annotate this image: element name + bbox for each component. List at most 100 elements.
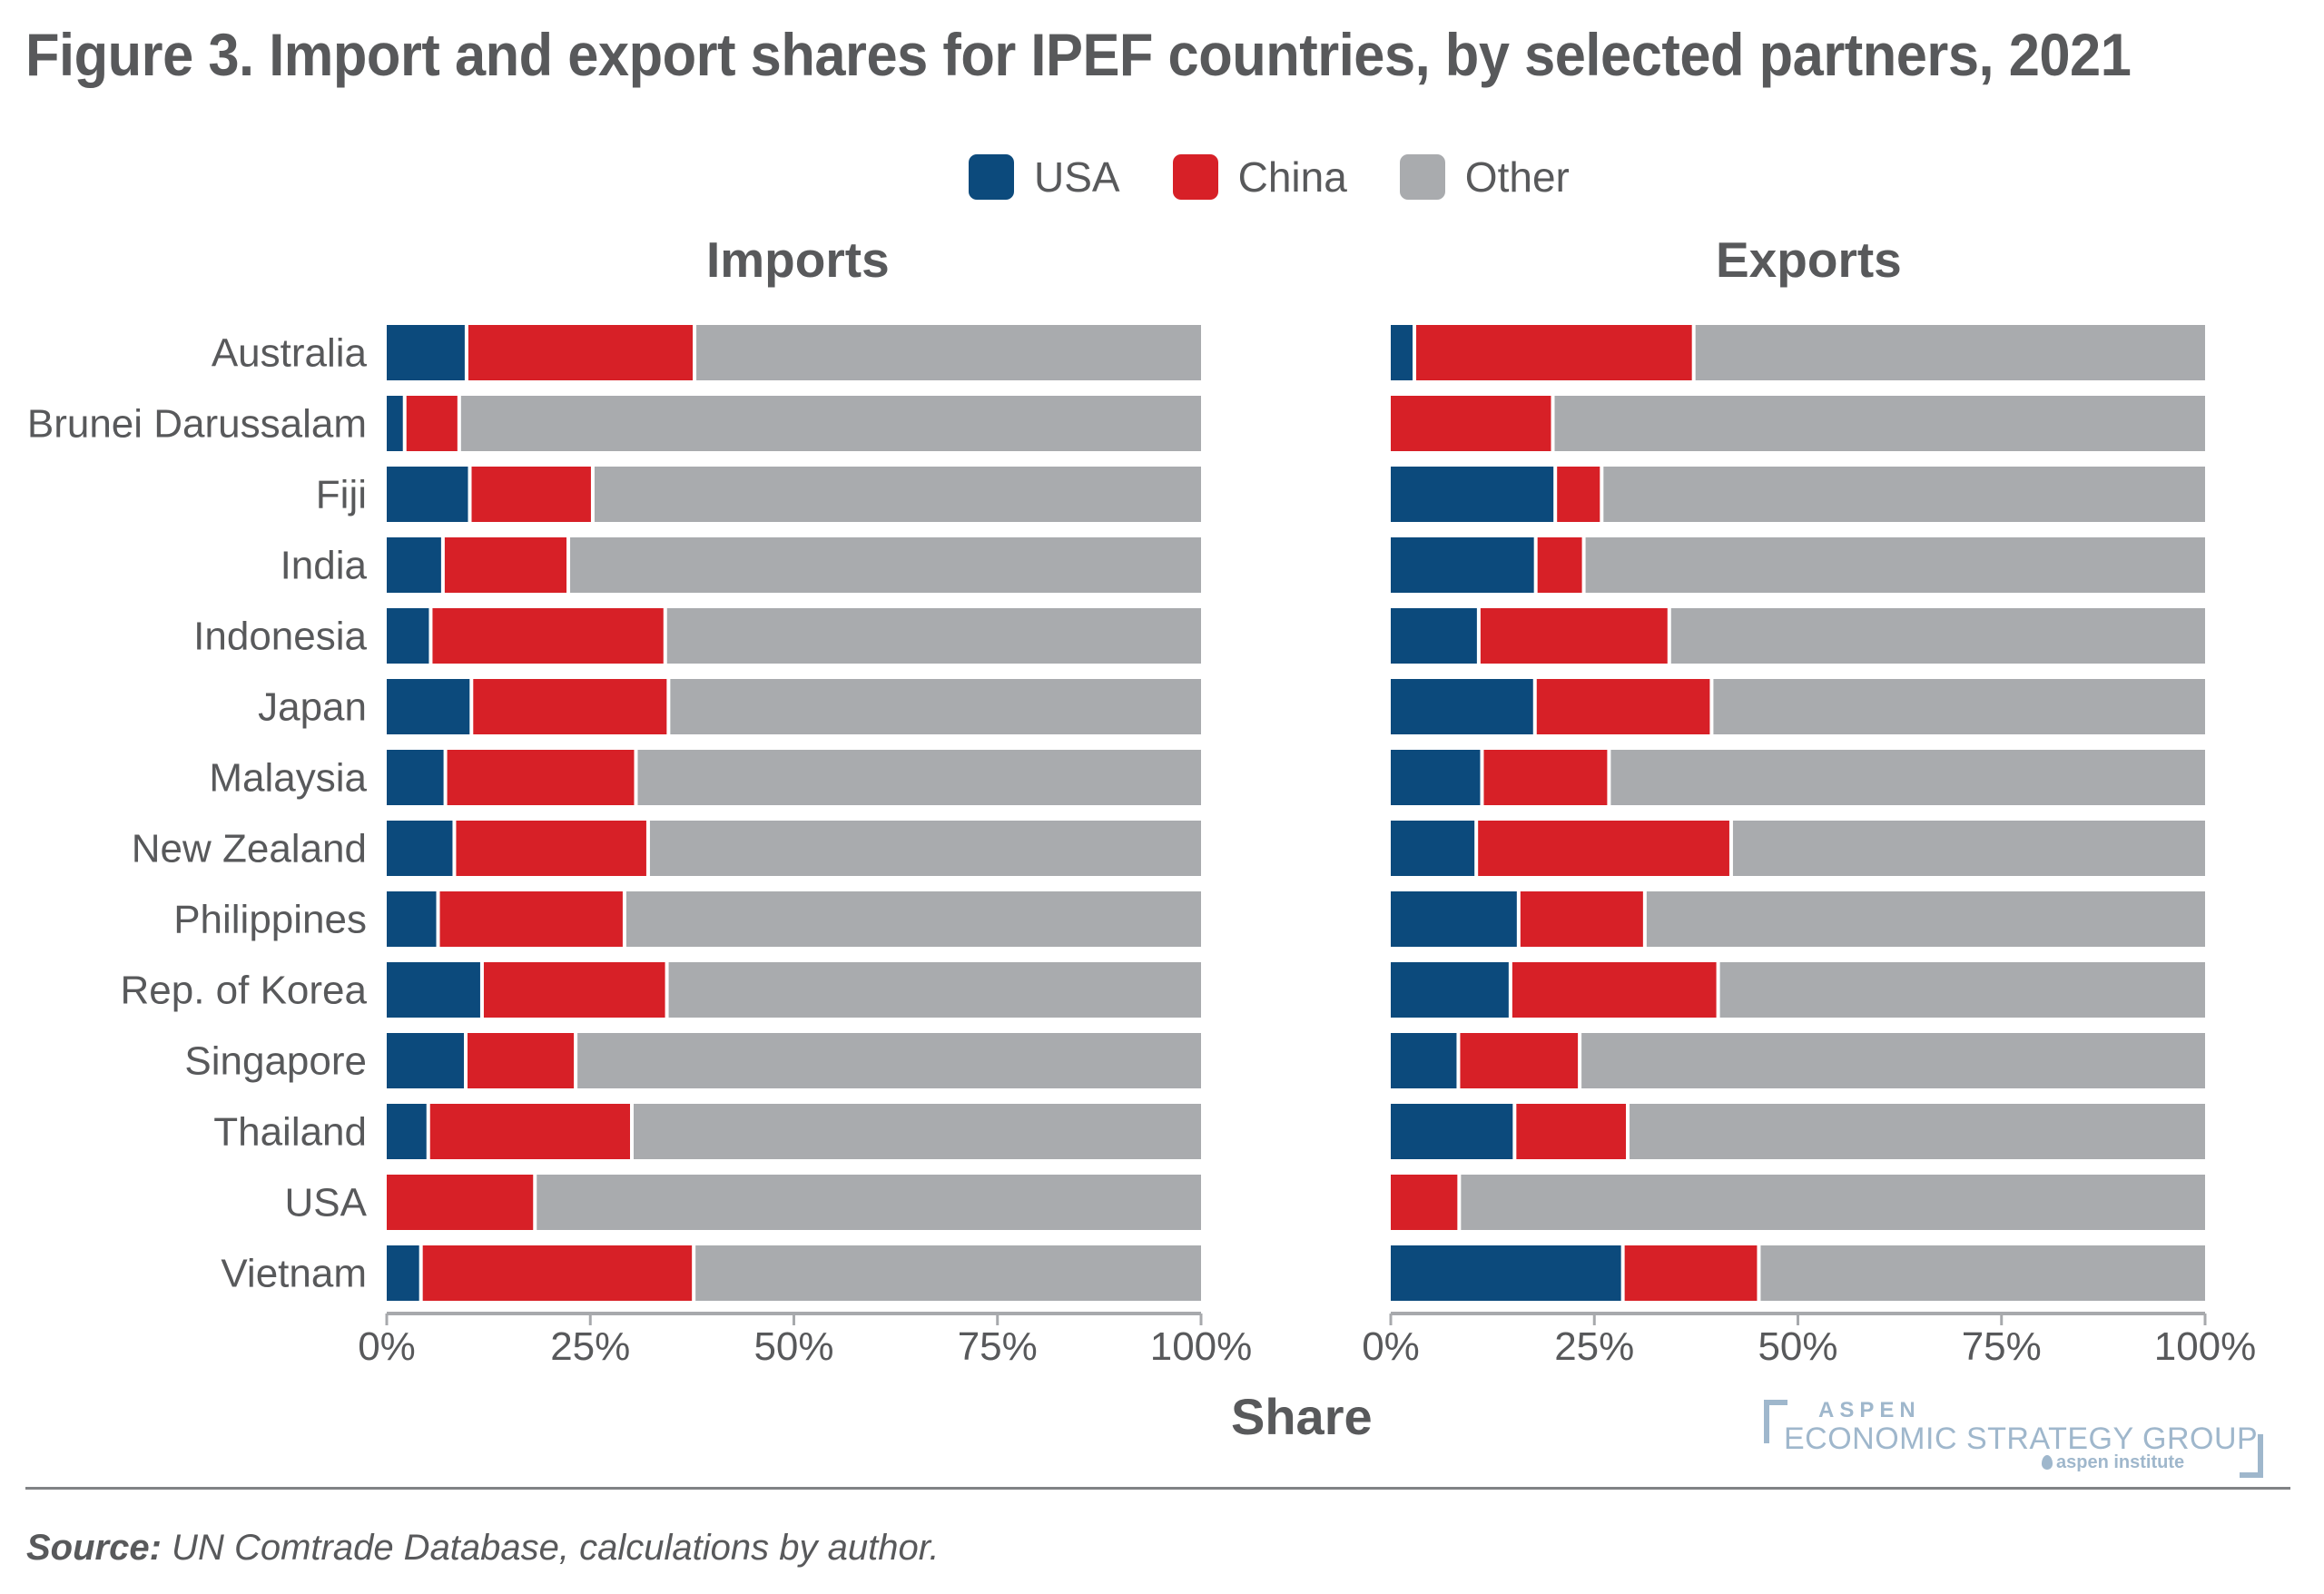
bar-segment-exports-other [1719,962,2205,1018]
aspen-esg-logo: ASPEN ECONOMIC STRATEGY GROUP aspen inst… [1764,1398,2263,1478]
bar-segment-imports-other [695,1245,1201,1301]
bar-segment-exports-usa [1391,1033,1457,1088]
logo-aspen-text: ASPEN [1818,1398,1921,1422]
logo-esg-text: ECONOMIC STRATEGY GROUP [1784,1422,2259,1456]
bar-segment-exports-usa [1391,537,1534,593]
bar-segment-imports-usa [387,962,480,1018]
bar-segment-imports-other [577,1033,1201,1088]
x-tick-label: 75% [1962,1324,2042,1369]
bar-segment-imports-other [668,962,1201,1018]
bar-segment-exports-other [1760,1245,2205,1301]
bar-segment-exports-china [1512,962,1717,1018]
country-label: Fiji [316,473,367,517]
country-label: Indonesia [193,615,367,659]
country-label: Thailand [213,1110,367,1155]
bar-segment-exports-other [1646,891,2205,947]
country-label: Rep. of Korea [121,969,368,1013]
bar-segment-imports-usa [387,325,465,380]
bar-segment-exports-usa [1391,962,1509,1018]
bar-segment-imports-other [633,1104,1201,1159]
bar-segment-exports-usa [1391,467,1554,522]
bar-segment-imports-china [406,396,458,451]
bar-segment-exports-usa [1391,608,1477,664]
legend-item-china: China [1172,153,1347,202]
x-tick-label: 50% [753,1324,833,1369]
logo-bracket-top-left [1764,1400,1787,1443]
x-tick-label: 25% [1554,1324,1634,1369]
bar-segment-exports-other [1695,325,2205,380]
bar-segment-imports-china [444,537,567,593]
x-tick-label: 50% [1758,1324,1837,1369]
x-tick-label: 25% [550,1324,630,1369]
country-label: Vietnam [221,1252,367,1296]
bar-segment-imports-china [447,750,635,805]
bar-segment-imports-usa [387,1033,465,1088]
bar-segment-exports-china [1478,821,1729,876]
legend-swatch-china [1172,154,1218,200]
bar-segment-exports-other [1554,396,2205,451]
bar-segment-exports-usa [1391,821,1475,876]
bar-segment-exports-other [1630,1104,2205,1159]
bar-segment-exports-other [1732,821,2205,876]
bar-segment-imports-usa [387,821,453,876]
bar-segment-exports-china [1460,1033,1579,1088]
logo-institute-text: aspen institute [2056,1452,2185,1472]
legend-label-china: China [1237,153,1347,201]
country-label: Brunei Darussalam [27,402,367,447]
legend-item-other: Other [1399,153,1570,202]
country-label: Japan [258,685,367,730]
bar-segment-exports-other [1713,679,2205,734]
bar-segment-imports-usa [387,891,437,947]
bar-segment-imports-china [468,325,694,380]
bar-segment-exports-china [1624,1245,1758,1301]
bar-segment-imports-usa [387,467,468,522]
country-label: Malaysia [209,756,367,801]
bar-segment-imports-usa [387,608,429,664]
bar-segment-exports-usa [1391,1245,1621,1301]
bar-segment-exports-china [1557,467,1600,522]
bar-segment-exports-china [1536,679,1710,734]
legend-label-other: Other [1464,153,1570,201]
bar-segment-imports-other [637,750,1201,805]
bar-segment-imports-other [537,1175,1201,1230]
bar-segment-exports-other [1603,467,2205,522]
bar-segment-imports-china [473,679,667,734]
footer-divider [25,1487,2290,1490]
bar-segment-exports-other [1581,1033,2205,1088]
bar-segment-imports-usa [387,396,403,451]
bar-segment-exports-china [1520,891,1643,947]
bar-segment-exports-other [1585,537,2205,593]
bar-segment-imports-china [456,821,646,876]
panel-title-imports: Imports [706,231,890,288]
bar-segment-imports-usa [387,1104,427,1159]
bar-segment-imports-usa [387,679,470,734]
bar-segment-exports-other [1461,1175,2205,1230]
country-label: New Zealand [132,827,367,871]
bar-segment-exports-usa [1391,1104,1513,1159]
source-text: UN Comtrade Database, calculations by au… [161,1528,940,1568]
legend-label-usa: USA [1034,153,1120,201]
bar-segment-imports-other [670,679,1201,734]
bar-segment-exports-usa [1391,750,1481,805]
bar-segment-exports-china [1537,537,1582,593]
bar-segment-exports-usa [1391,679,1533,734]
bar-segment-imports-china [468,1033,575,1088]
bar-segment-imports-usa [387,750,444,805]
legend-swatch-usa [969,154,1014,200]
country-label: USA [285,1181,368,1225]
bar-segment-exports-china [1480,608,1668,664]
country-label: Singapore [184,1039,367,1084]
legend-swatch-other [1399,154,1445,200]
x-axis-label: Share [1231,1388,1373,1445]
figure-title: Figure 3. Import and export shares for I… [25,21,2132,88]
bar-segment-imports-china [471,467,591,522]
aspen-leaf-icon [2042,1455,2053,1470]
legend: USA China Other [969,153,1622,202]
bar-segment-imports-other [594,467,1201,522]
country-label: Australia [212,331,368,376]
bar-segment-imports-other [625,891,1201,947]
bar-segment-imports-china [429,1104,630,1159]
bar-segment-exports-usa [1391,325,1413,380]
country-label: Philippines [173,898,367,942]
